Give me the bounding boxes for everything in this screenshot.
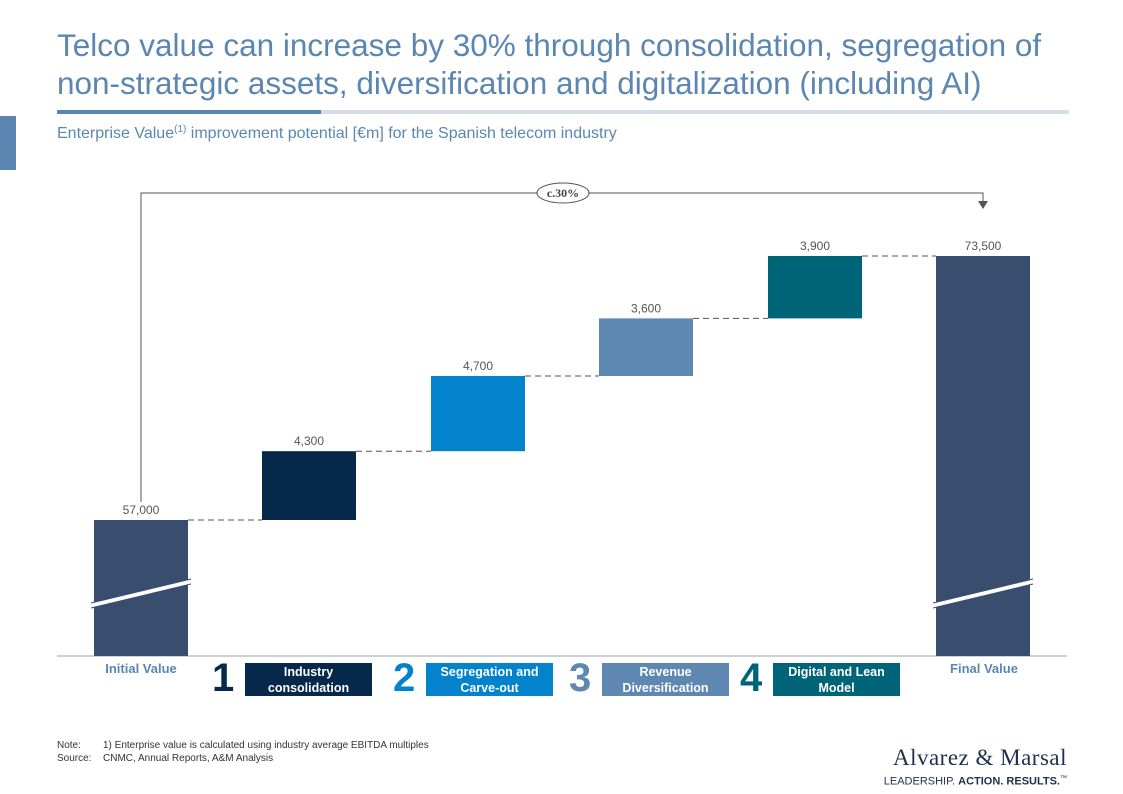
step-label-box: Segregation and Carve-out [426,663,553,696]
logo-trademark: ™ [1060,775,1067,782]
subtitle-text: Enterprise Value [57,125,175,142]
note-text: 1) Enterprise value is calculated using … [103,740,429,751]
axis-break-edge [90,578,192,604]
title-rule [321,110,1069,114]
data-label: 3,600 [631,301,661,315]
bar-6 [936,256,1030,656]
source-row: Source: CNMC, Annual Reports, A&M Analysi… [57,752,429,765]
logo-tagline-b: ACTION. RESULTS. [958,775,1060,788]
step-label-box: Industry consolidation [245,663,372,696]
axis-break-mark [933,579,1033,608]
logo-tagline: LEADERSHIP. ACTION. RESULTS.™ [884,771,1067,790]
growth-annotation-label: c.30% [547,186,579,200]
step-number: 1 [212,656,235,700]
bar-2 [262,451,356,520]
left-accent-bar [0,116,16,170]
bracket-arrowhead [978,201,988,209]
note-key: Note: [57,740,81,751]
data-label: 4,700 [463,359,493,373]
axis-break-mark [91,579,191,608]
data-label: 73,500 [965,239,1002,253]
category-label-final: Final Value [950,661,1018,676]
step-number: 2 [393,656,416,700]
bar-4 [599,318,693,376]
data-label: 3,900 [800,239,830,253]
note-row: Note: 1) Enterprise value is calculated u… [57,739,429,752]
category-label-initial: Initial Value [105,661,177,676]
bar-3 [431,376,525,452]
chart-subtitle: Enterprise Value(1) improvement potentia… [57,124,617,143]
bar-5 [768,256,862,319]
step-label-box: Revenue Diversification [602,663,729,696]
subtitle-text-rest: improvement potential [€m] for the Spani… [186,125,617,142]
data-label: 4,300 [294,434,324,448]
subtitle-footnote-ref: (1) [174,124,187,135]
page-title: Telco value can increase by 30% through … [57,27,1042,101]
footnotes: Note: 1) Enterprise value is calculated u… [57,739,429,765]
company-logo: Alvarez & Marsal LEADERSHIP. ACTION. RES… [884,745,1067,790]
step-label-box: Digital and Lean Model [773,663,900,696]
step-number: 4 [740,656,763,700]
source-key: Source: [57,753,92,764]
axis-break-edge [90,583,192,609]
axis-break-edge [932,583,1034,609]
growth-annotation-oval [536,182,590,204]
logo-tagline-a: LEADERSHIP. [883,775,959,788]
axis-break-edge [932,578,1034,604]
source-text: CNMC, Annual Reports, A&M Analysis [103,753,274,764]
title-rule-accent [57,110,321,114]
logo-wordmark: Alvarez & Marsal [892,745,1067,770]
step-number: 3 [569,656,592,700]
data-label: 57,000 [123,503,160,517]
